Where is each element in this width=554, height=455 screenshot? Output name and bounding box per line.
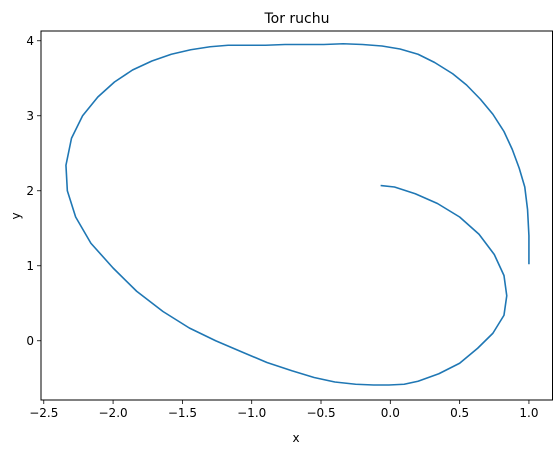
x-axis-label: x: [292, 431, 299, 445]
x-tick-label: −2.0: [99, 406, 128, 420]
y-tick-label: 1: [26, 259, 34, 273]
x-tick-label: 0.5: [450, 406, 469, 420]
plot-area: [65, 42, 530, 386]
x-axis: −2.5 −2.0 −1.5 −1.0 −0.5 0.0 0.5 1.0: [29, 400, 538, 420]
y-axis: 0 1 2 3 4: [26, 34, 41, 348]
chart-title: Tor ruchu: [263, 11, 329, 27]
y-tick-label: 4: [26, 34, 34, 48]
plot-frame: [40, 30, 553, 401]
y-axis-label: y: [9, 212, 23, 219]
trajectory-line: [65, 42, 530, 386]
x-tick-label: −1.5: [168, 406, 197, 420]
x-tick-label: 0.0: [381, 406, 400, 420]
y-tick-label: 0: [26, 334, 34, 348]
x-tick-label: 1.0: [519, 406, 538, 420]
y-tick-label: 3: [26, 109, 34, 123]
y-tick-label: 2: [26, 184, 34, 198]
x-tick-label: −1.0: [237, 406, 266, 420]
x-tick-label: −0.5: [306, 406, 335, 420]
x-tick-label: −2.5: [29, 406, 58, 420]
